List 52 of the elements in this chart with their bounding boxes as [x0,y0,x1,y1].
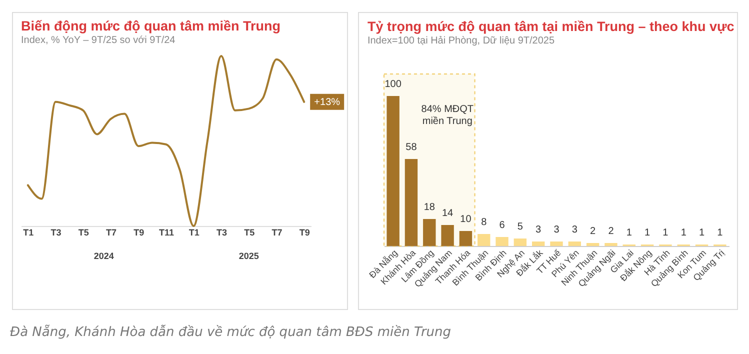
text: +13% [314,96,340,108]
chart-subtitle: Index=100 tại Hải Phòng, Dữ liệu 9T/2025 [367,35,555,46]
data-label: 100 [384,79,402,90]
data-label: 6 [499,220,506,231]
chart-subtitle: Index, % YoY – 9T/25 so với 9T/24 [21,35,176,46]
data-label: 1 [644,228,651,238]
x-tick-label: T11 [158,228,174,238]
chart-title: Biến động mức độ quan tâm miền Trung [21,18,281,34]
bar [586,243,600,246]
x-tick-label: T3 [50,228,62,238]
data-label: 1 [698,228,705,238]
data-label: 10 [460,214,472,225]
data-label: 58 [406,142,418,153]
data-label: 3 [536,224,542,236]
text: 2024 [94,251,114,261]
bar [459,231,472,246]
chart-title: Tỷ trọng mức độ quan tâm tại miền Trung – theo khu vực [367,18,735,34]
x-tick-label: T9 [134,228,144,238]
bar [568,242,582,246]
data-label: 1 [626,228,632,238]
text: Đà Nẵng, Khánh Hòa dẫn đầu về mức độ quan tâm BĐS miền Trung [10,325,452,340]
x-tick-label: T5 [78,228,89,238]
x-tick-label: T3 [216,228,227,238]
data-label: 1 [680,228,687,238]
x-tick-label: T1 [23,228,34,238]
data-label: 8 [481,217,488,228]
data-label: 3 [572,224,578,236]
bar [604,243,618,246]
data-label: 2 [590,226,596,237]
bar [478,234,490,246]
data-label: 18 [424,202,436,213]
bar [550,242,563,246]
x-tick-label: T7 [106,228,117,238]
data-label: 3 [554,224,560,236]
data-label: 14 [442,208,454,219]
bar [514,238,527,246]
data-label: 2 [608,226,614,237]
text: 2025 [238,251,259,261]
bar [532,242,545,246]
data-label: 1 [717,228,724,238]
x-tick-label: T5 [244,228,255,238]
bar [441,225,454,246]
bar [423,219,436,246]
data-label: 5 [517,222,524,232]
x-tick-label: T9 [299,228,310,238]
band-label: 84% MĐQT miền Trung [421,104,474,127]
data-label: 1 [662,228,669,238]
x-tick-label: T1 [188,228,200,238]
x-tick-label: T7 [272,228,282,238]
bar [386,96,400,246]
bar [404,159,418,246]
bar [496,237,508,246]
